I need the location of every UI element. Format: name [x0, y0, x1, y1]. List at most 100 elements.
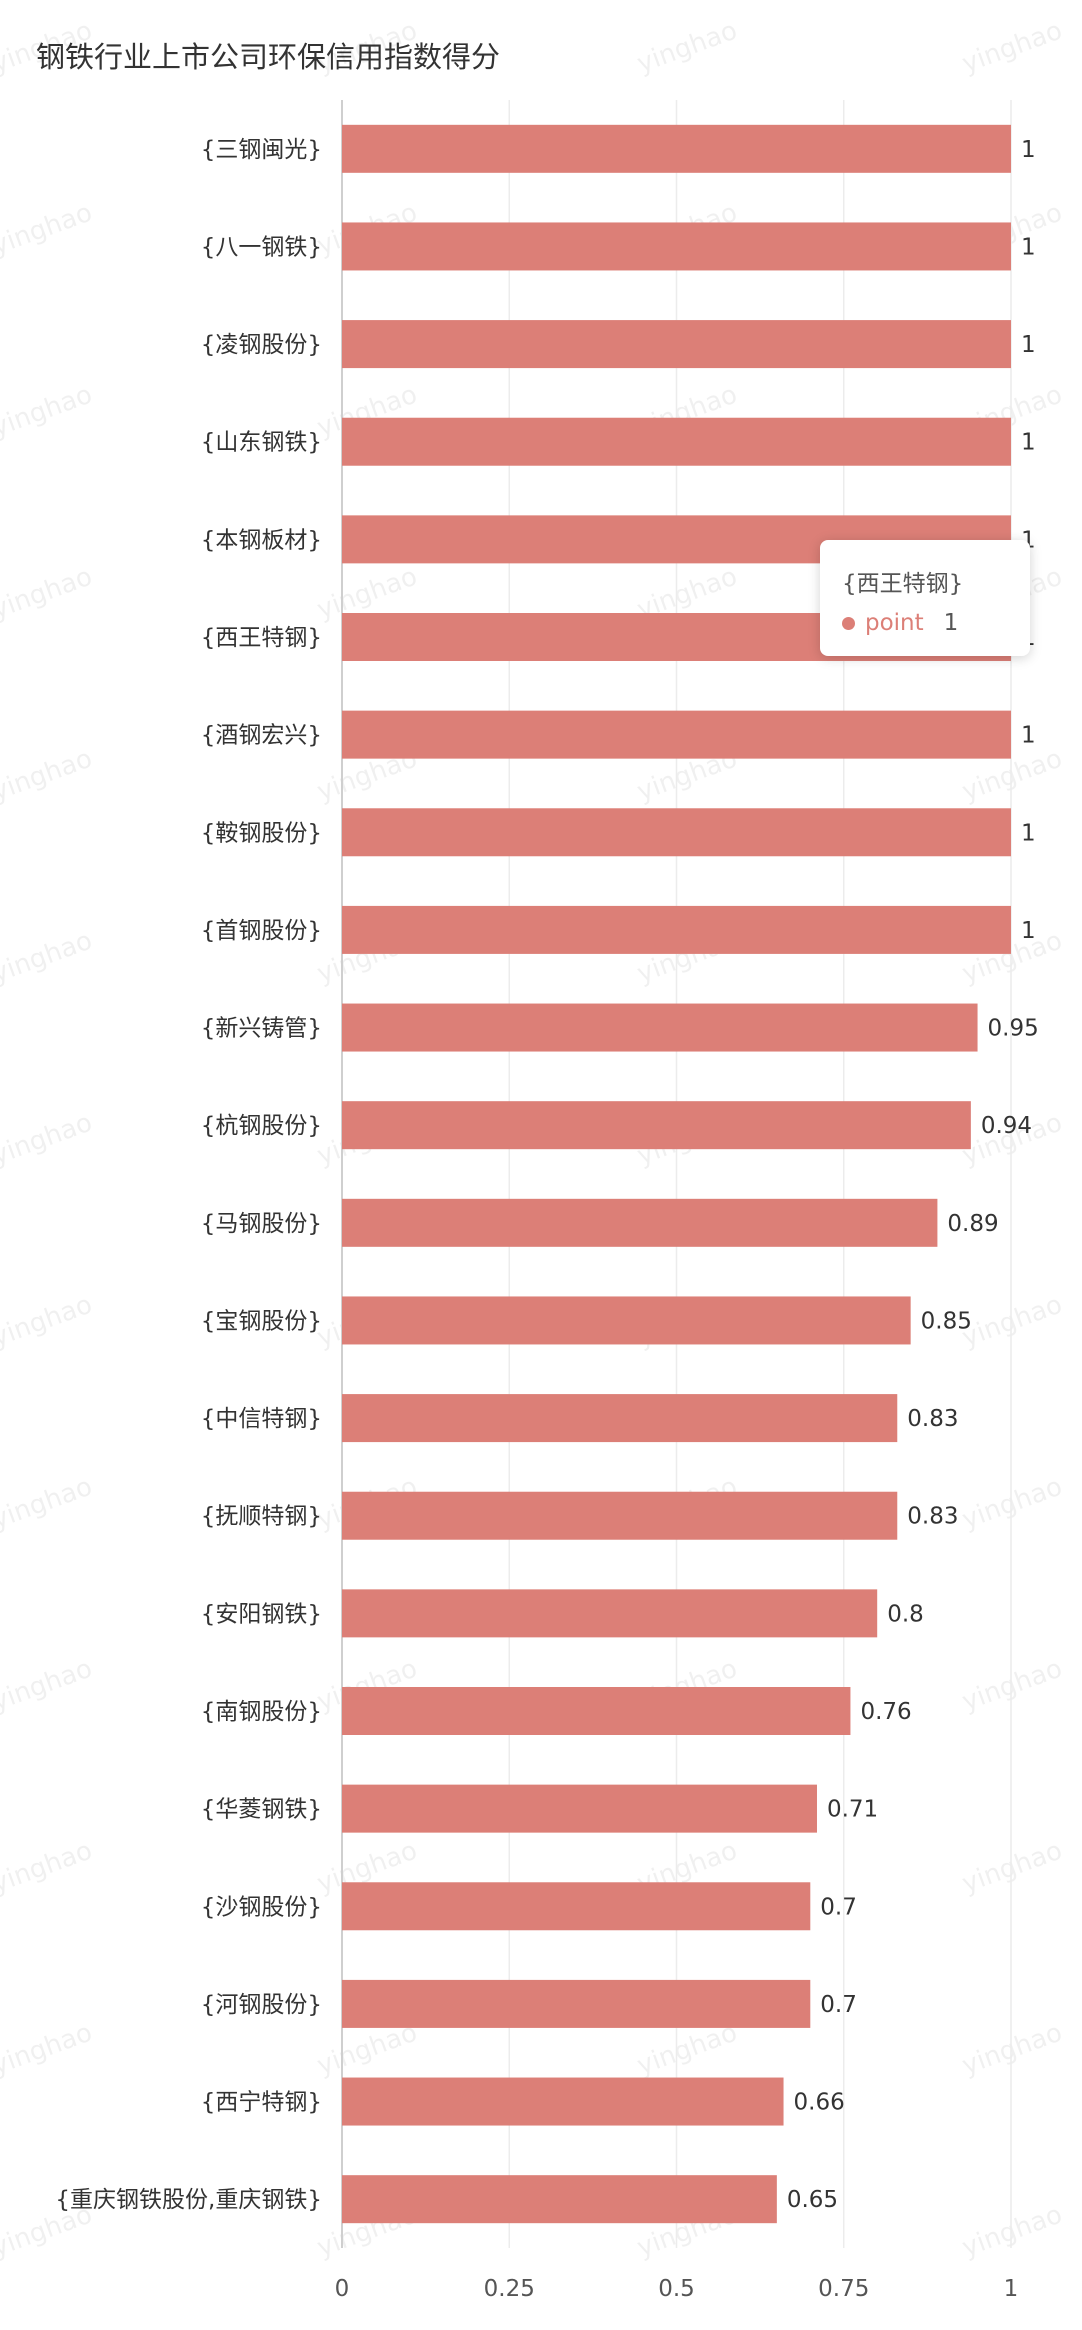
- category-label: {马钢股份}: [201, 1211, 322, 1237]
- watermark-text: yinghao: [958, 1836, 1066, 1900]
- x-tick-label: 0.25: [484, 2276, 535, 2302]
- value-label: 0.71: [827, 1797, 878, 1823]
- category-label: {西王特钢}: [201, 625, 322, 651]
- category-label: {鞍钢股份}: [201, 820, 322, 846]
- watermark-text: yinghao: [958, 1654, 1066, 1718]
- value-label: 0.7: [820, 1894, 857, 1920]
- category-label: {杭钢股份}: [201, 1113, 322, 1139]
- value-label: 0.83: [907, 1504, 958, 1530]
- value-label: 0.95: [988, 1016, 1039, 1042]
- series-dot-icon: [842, 616, 855, 630]
- value-labels: 1111111110.950.940.890.850.830.830.80.76…: [787, 137, 1039, 2213]
- watermark-text: yinghao: [313, 16, 421, 80]
- bar: [342, 1882, 811, 1931]
- category-label: {山东钢铁}: [201, 430, 322, 456]
- category-label: {八一钢铁}: [201, 234, 322, 260]
- bar: [342, 1491, 898, 1540]
- value-label: 0.76: [860, 1699, 911, 1725]
- category-label: {华菱钢铁}: [201, 1797, 322, 1823]
- value-label: 1: [1021, 234, 1036, 260]
- bar: [342, 222, 1011, 271]
- watermark-text: yinghao: [0, 1654, 96, 1718]
- category-label: {抚顺特钢}: [201, 1504, 322, 1530]
- watermark-text: yinghao: [0, 562, 96, 626]
- x-tick-label: 0.5: [658, 2276, 695, 2302]
- bar: [342, 1003, 978, 1052]
- category-label: {西宁特钢}: [201, 2090, 322, 2116]
- value-label: 1: [1021, 820, 1036, 846]
- category-label: {河钢股份}: [201, 1992, 322, 2018]
- x-tick-label: 0: [335, 2276, 350, 2302]
- watermark-text: yinghao: [0, 1290, 96, 1354]
- watermark-text: yinghao: [958, 16, 1066, 80]
- bar: [342, 1589, 878, 1638]
- bar: [342, 2077, 784, 2126]
- value-label: 0.85: [921, 1308, 972, 1334]
- value-label: 0.83: [907, 1406, 958, 1432]
- value-label: 0.7: [820, 1992, 857, 2018]
- watermark-text: yinghao: [0, 198, 96, 262]
- watermark-text: yinghao: [958, 2200, 1066, 2264]
- watermark-text: yinghao: [0, 1472, 96, 1536]
- value-label: 0.65: [787, 2187, 838, 2213]
- bar: [342, 1296, 911, 1345]
- value-label: 1: [1021, 137, 1036, 163]
- value-label: 1: [1021, 918, 1036, 944]
- bar: [342, 1784, 817, 1833]
- bar: [342, 2175, 777, 2224]
- watermark-text: yinghao: [633, 16, 741, 80]
- x-tick-label: 1: [1004, 2276, 1019, 2302]
- watermark-text: yinghao: [0, 1836, 96, 1900]
- bar: [342, 124, 1011, 173]
- bars: [342, 124, 1011, 2224]
- category-label: {南钢股份}: [201, 1699, 322, 1725]
- value-label: 0.8: [887, 1601, 924, 1627]
- value-label: 0.94: [981, 1113, 1032, 1139]
- watermark-text: yinghao: [0, 2018, 96, 2082]
- x-tick-label: 0.75: [818, 2276, 869, 2302]
- watermark-text: yinghao: [0, 16, 96, 80]
- tooltip-row: point 1: [842, 610, 958, 636]
- category-label: {凌钢股份}: [201, 332, 322, 358]
- tooltip-title: {西王特钢}: [842, 571, 964, 597]
- value-label: 1: [1021, 723, 1036, 749]
- watermark-text: yinghao: [0, 1108, 96, 1172]
- category-label: {首钢股份}: [201, 918, 322, 944]
- tooltip-series-name: point: [865, 610, 924, 636]
- bar: [342, 417, 1011, 466]
- bar: [342, 710, 1011, 759]
- tooltip: {西王特钢} point 1: [820, 540, 1030, 656]
- value-label: 0.89: [947, 1211, 998, 1237]
- bar: [342, 1394, 898, 1443]
- watermark-text: yinghao: [958, 1472, 1066, 1536]
- category-label: {宝钢股份}: [201, 1308, 322, 1334]
- watermark-text: yinghao: [0, 926, 96, 990]
- watermark-text: yinghao: [958, 1290, 1066, 1354]
- x-axis-ticks: 0 0.25 0.5 0.75 1: [335, 2276, 1019, 2302]
- watermark-text: yinghao: [958, 2018, 1066, 2082]
- watermark-text: yinghao: [0, 744, 96, 808]
- category-label: {沙钢股份}: [201, 1894, 322, 1920]
- bar: [342, 1198, 938, 1247]
- bar: [342, 1979, 811, 2028]
- category-label: {中信特钢}: [201, 1406, 322, 1432]
- category-label: {酒钢宏兴}: [201, 723, 322, 749]
- chart-title: 钢铁行业上市公司环保信用指数得分: [36, 40, 501, 74]
- y-axis-labels: {三钢闽光} {八一钢铁} {凌钢股份} {山东钢铁} {本钢板材} {西王特钢} {酒钢宏…: [55, 137, 322, 2213]
- value-label: 1: [1021, 430, 1036, 456]
- bar: [342, 905, 1011, 954]
- bar: [342, 1101, 971, 1150]
- category-label: {三钢闽光}: [201, 137, 322, 163]
- bar: [342, 320, 1011, 369]
- watermark-text: yinghao: [0, 380, 96, 444]
- value-label: 0.66: [794, 2090, 845, 2116]
- category-label: {新兴铸管}: [201, 1016, 322, 1042]
- bar: [342, 808, 1011, 857]
- bar: [342, 1687, 851, 1735]
- category-label: {本钢板材}: [201, 527, 322, 553]
- tooltip-value: 1: [943, 610, 959, 636]
- category-label: {重庆钢铁股份,重庆钢铁}: [55, 2187, 322, 2213]
- value-label: 1: [1021, 332, 1036, 358]
- category-label: {安阳钢铁}: [201, 1601, 322, 1627]
